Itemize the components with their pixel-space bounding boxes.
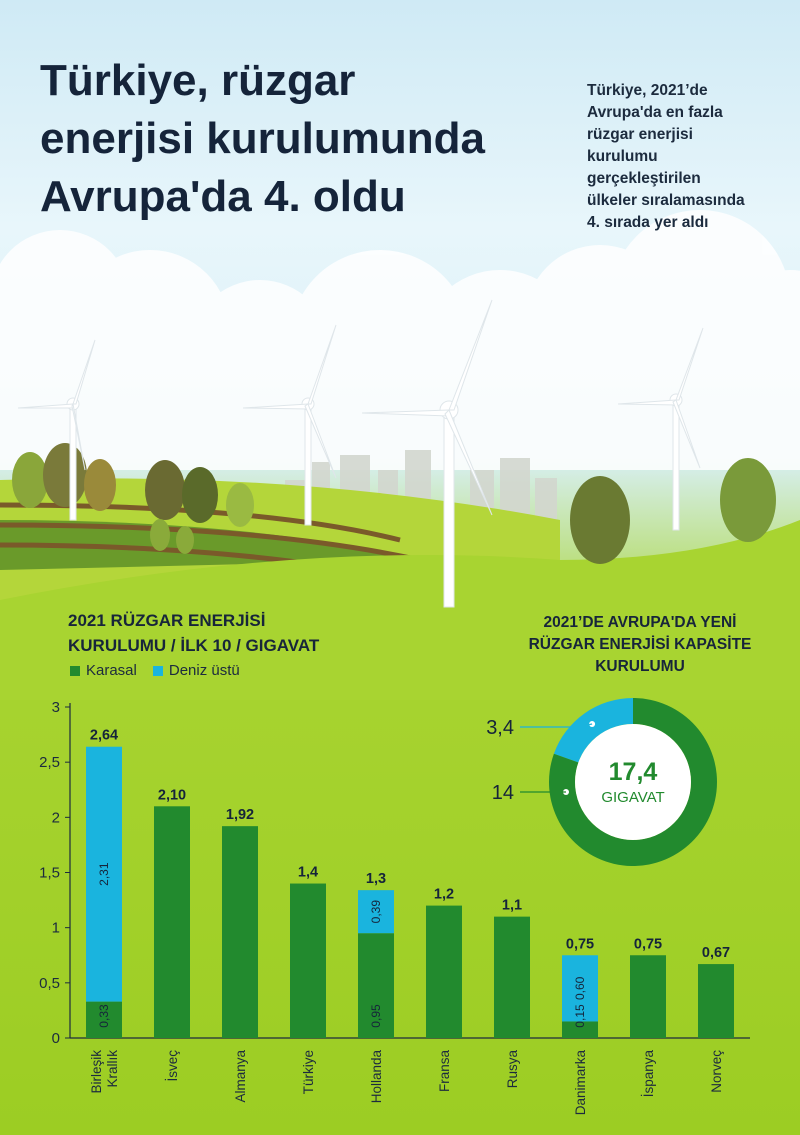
data-label-onshore: 0,33 <box>97 1004 111 1028</box>
headline-line: Avrupa'da 4. oldu <box>40 172 406 221</box>
donut-slice <box>553 698 633 763</box>
legend-swatch-onshore <box>70 665 80 676</box>
x-tick-label: Fransa <box>437 1050 452 1093</box>
x-tick-label: İsveç <box>165 1050 180 1082</box>
y-tick-label: 3 <box>52 699 60 716</box>
bar-chart-title-line: 2021 RÜZGAR ENERJİSİ <box>68 611 266 630</box>
donut-slice <box>549 697 718 866</box>
headline: Türkiye, rüzgar enerjisi kurulumunda Avr… <box>40 52 580 226</box>
legend-swatch-offshore <box>152 665 163 676</box>
donut-chart-title-line: KURULUMU <box>595 658 685 675</box>
x-tick-label: Hollanda <box>369 1050 384 1104</box>
y-tick-label: 0,5 <box>39 975 60 992</box>
intro-line: Türkiye, 2021’de <box>587 82 708 99</box>
bar-onshore <box>290 883 326 1038</box>
headline-line: enerjisi kurulumunda <box>40 114 485 163</box>
legend-item-offshore: Deniz üstü <box>152 662 240 679</box>
bar-onshore <box>222 826 258 1038</box>
bar-onshore <box>494 916 530 1038</box>
bar-chart-title-line: KURULUMU / İLK 10 / GIGAVAT <box>68 636 320 655</box>
x-tick-label-line: Birleşik <box>89 1050 104 1094</box>
total-label: 1,92 <box>226 807 254 823</box>
x-tick-label: Rusya <box>505 1050 520 1089</box>
data-label-offshore: 0,60 <box>573 976 587 1000</box>
donut-center-unit: GIGAVAT <box>601 789 664 806</box>
total-label: 0,75 <box>566 936 594 952</box>
donut-center <box>575 724 691 840</box>
total-label: 0,75 <box>634 936 662 952</box>
bar-chart-title: 2021 RÜZGAR ENERJİSİ KURULUMU / İLK 10 /… <box>68 608 319 658</box>
donut-chart-title-line: RÜZGAR ENERJİSİ KAPASİTE <box>528 636 752 653</box>
x-tick-label: BirleşikKrallık <box>89 1050 120 1094</box>
callout-label: 3,4 <box>486 717 514 739</box>
data-label-onshore: 0,95 <box>369 1004 383 1028</box>
x-tick-label: Almanya <box>233 1050 248 1103</box>
bar-onshore <box>154 806 190 1038</box>
y-tick-label: 1 <box>52 920 60 937</box>
x-tick-label: Türkiye <box>301 1050 316 1094</box>
bar-onshore <box>86 1001 122 1038</box>
x-tick-label-line: Norveç <box>709 1050 724 1093</box>
x-tick-label-line: Türkiye <box>301 1050 316 1094</box>
x-tick-label-line: Almanya <box>233 1050 248 1103</box>
total-label: 2,64 <box>90 728 118 744</box>
x-tick-label-line: Krallık <box>105 1050 120 1088</box>
y-tick-label: 1,5 <box>39 865 60 882</box>
x-tick-label-line: İspanya <box>641 1050 656 1098</box>
bar-onshore <box>426 905 462 1038</box>
data-label-offshore: 0,39 <box>369 900 383 924</box>
x-tick-label: Norveç <box>709 1050 724 1093</box>
x-tick-label: İspanya <box>641 1050 656 1098</box>
donut-chart-title: 2021’DE AVRUPA'DA YENİ RÜZGAR ENERJİSİ K… <box>490 612 790 678</box>
total-label: 1,3 <box>366 871 386 887</box>
total-label: 1,1 <box>502 898 522 914</box>
donut-center-value: 17,4 <box>609 758 658 786</box>
bar-onshore <box>562 1021 598 1038</box>
bar-offshore <box>358 890 394 934</box>
y-tick-label: 2 <box>52 809 60 826</box>
y-tick-label: 0 <box>52 1030 60 1047</box>
x-tick-label-line: Rusya <box>505 1050 520 1089</box>
bar-offshore <box>562 955 598 1022</box>
cloud-icon <box>0 210 800 470</box>
x-tick-label-line: İsveç <box>165 1050 180 1082</box>
intro-line: gerçekleştirilen <box>587 170 701 187</box>
callout-label: 14 <box>492 782 514 804</box>
donut-chart-title-line: 2021’DE AVRUPA'DA YENİ <box>543 614 737 631</box>
headline-line: Türkiye, rüzgar <box>40 56 356 105</box>
data-label-onshore: 0,15 <box>573 1004 587 1028</box>
total-label: 1,2 <box>434 887 454 903</box>
intro-line: kurulumu <box>587 148 658 165</box>
bar-onshore <box>698 964 734 1038</box>
intro-line: Avrupa'da en fazla <box>587 104 723 121</box>
bar-chart-legend: Karasal Deniz üstü <box>70 662 240 679</box>
callout-line <box>520 723 593 728</box>
legend-label-offshore: Deniz üstü <box>168 662 240 679</box>
bar-onshore <box>630 955 666 1038</box>
x-tick-label-line: Fransa <box>437 1050 452 1093</box>
x-tick-label-line: Hollanda <box>369 1050 384 1104</box>
bar-onshore <box>358 933 394 1038</box>
wind-turbine-icon <box>17 299 704 608</box>
data-label-offshore: 2,31 <box>97 862 111 886</box>
legend-item-onshore: Karasal <box>70 662 137 679</box>
intro-line: ülkeler sıralamasında <box>587 192 745 209</box>
legend-label-onshore: Karasal <box>86 662 137 679</box>
bar-offshore <box>86 746 122 1002</box>
intro-line: rüzgar enerjisi <box>587 126 693 143</box>
total-label: 2,10 <box>158 787 186 803</box>
y-tick-label: 2,5 <box>39 754 60 771</box>
intro-text: Türkiye, 2021’de Avrupa'da en fazla rüzg… <box>587 80 787 234</box>
field-icon <box>0 478 800 700</box>
total-label: 0,67 <box>702 945 730 961</box>
x-tick-label-line: Danimarka <box>573 1050 588 1116</box>
total-label: 1,4 <box>298 865 318 881</box>
x-tick-label: Danimarka <box>573 1050 588 1116</box>
intro-line: 4. sırada yer aldı <box>587 214 709 231</box>
